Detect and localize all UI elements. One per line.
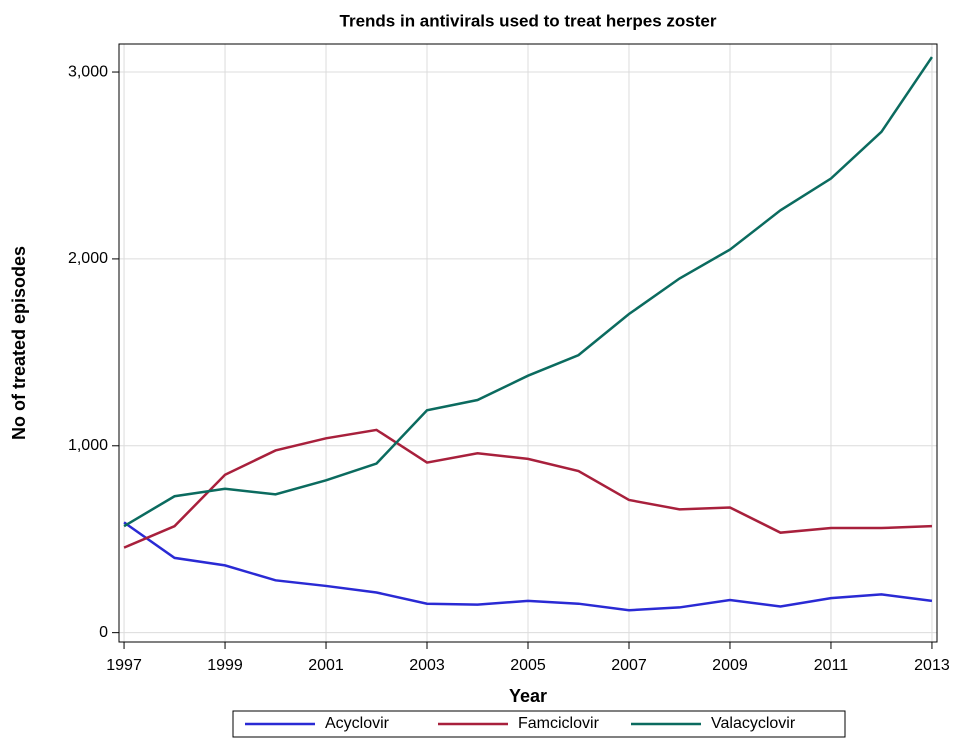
- x-axis-title: Year: [509, 686, 547, 706]
- y-tick-label: 2,000: [68, 250, 108, 267]
- x-tick-label: 1997: [106, 657, 142, 674]
- x-tick-label: 2003: [409, 657, 445, 674]
- legend-label: Famciclovir: [518, 715, 600, 732]
- y-tick-label: 1,000: [68, 437, 108, 454]
- legend-label: Valacyclovir: [711, 715, 796, 732]
- x-tick-label: 2009: [712, 657, 748, 674]
- x-tick-label: 2011: [814, 657, 849, 674]
- y-axis-title: No of treated episodes: [9, 246, 29, 440]
- series-line: [123, 56, 933, 528]
- series-line: [123, 521, 933, 612]
- y-tick-label: 3,000: [68, 63, 108, 80]
- x-tick-label: 2001: [308, 657, 344, 674]
- x-tick-label: 1999: [207, 657, 243, 674]
- y-tick-label: 0: [99, 624, 108, 641]
- x-tick-label: 2007: [611, 657, 647, 674]
- plot-frame: [118, 43, 938, 643]
- series-line: [123, 428, 932, 549]
- x-tick-label: 2013: [914, 657, 950, 674]
- legend-label: Acyclovir: [325, 715, 390, 732]
- chart-title: Trends in antivirals used to treat herpe…: [340, 11, 717, 30]
- legend-box: [232, 710, 846, 738]
- x-tick-label: 2005: [510, 657, 546, 674]
